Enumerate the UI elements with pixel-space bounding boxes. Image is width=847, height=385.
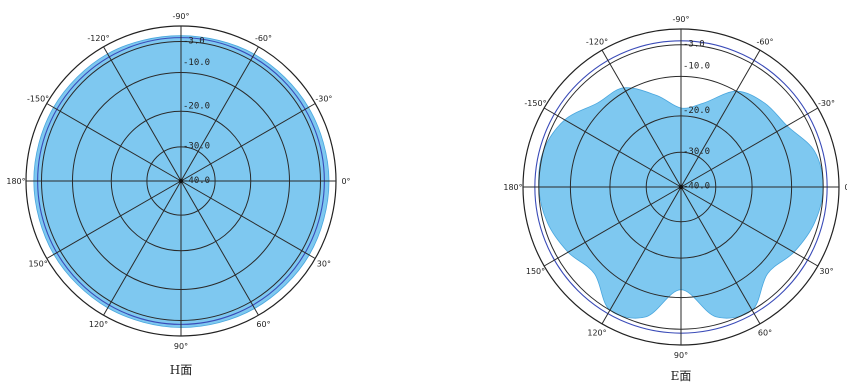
radial-db-label: -10.0 [683,62,710,72]
spoke-line [680,186,761,325]
spoke-line [180,180,316,259]
spoke-line [680,49,761,188]
spoke-line [46,180,182,259]
angle-tick-label: 0° [341,177,350,186]
angle-tick-label: 30° [819,267,833,276]
angle-tick-label: 150° [526,267,545,276]
center-point [678,184,684,190]
angle-tick-label: 90° [674,351,688,360]
spoke-line [180,46,259,182]
chart-title: H面 [170,363,192,377]
radial-db-label: -40.0 [183,176,210,186]
spoke-line [680,186,819,267]
angle-tick-label: 180° [503,183,522,192]
h-plane-chart: -90° -60° -30° 0° 30° 60° 90° 120° 150° 180° -150°… [6,12,350,377]
angle-tick-label: 120° [89,320,108,329]
radial-db-label: -3.0 [683,40,705,50]
radial-db-label: -20.0 [183,101,210,111]
radial-db-label: -20.0 [683,106,710,116]
spoke-line [180,180,259,316]
angle-tick-label: -60° [255,34,272,43]
angle-tick-label: -120° [87,34,109,43]
center-point [178,178,184,184]
radial-db-label: -30.0 [183,142,210,152]
spoke-line [601,186,682,325]
spoke-line [601,49,682,188]
angle-tick-label: 150° [28,260,47,269]
radial-db-label: -10.0 [183,58,210,68]
angle-tick-label: 90° [174,342,188,351]
angle-tick-label: -150° [27,95,49,104]
spoke-line [46,103,182,182]
chart-title: E面 [671,369,692,383]
e-plane-chart: -90° -60° -30° 0° 30° 60° 90° 120° 150° 180° -150°… [503,15,847,383]
spoke-line [103,46,182,182]
angle-tick-label: -90° [672,15,689,24]
angle-tick-label: -60° [756,38,773,47]
spoke-line [680,107,819,188]
angle-tick-label: 30° [317,260,331,269]
angle-tick-label: 60° [758,329,772,338]
spoke-line [543,107,682,188]
angle-tick-label: 120° [587,329,606,338]
angle-tick-label: 0° [844,183,847,192]
angle-tick-label: -90° [172,12,189,21]
radial-db-label: -30.0 [683,147,710,157]
angle-tick-label: -30° [818,99,835,108]
angle-tick-label: -30° [315,95,332,104]
spoke-line [543,186,682,267]
spoke-line [180,103,316,182]
radial-db-label: -3.0 [183,36,205,46]
angle-tick-label: -150° [524,99,546,108]
angle-tick-label: -120° [586,38,608,47]
angle-tick-label: 60° [256,320,270,329]
spoke-line [103,180,182,316]
angle-tick-label: 180° [6,177,25,186]
radial-db-label: -40.0 [683,182,710,192]
